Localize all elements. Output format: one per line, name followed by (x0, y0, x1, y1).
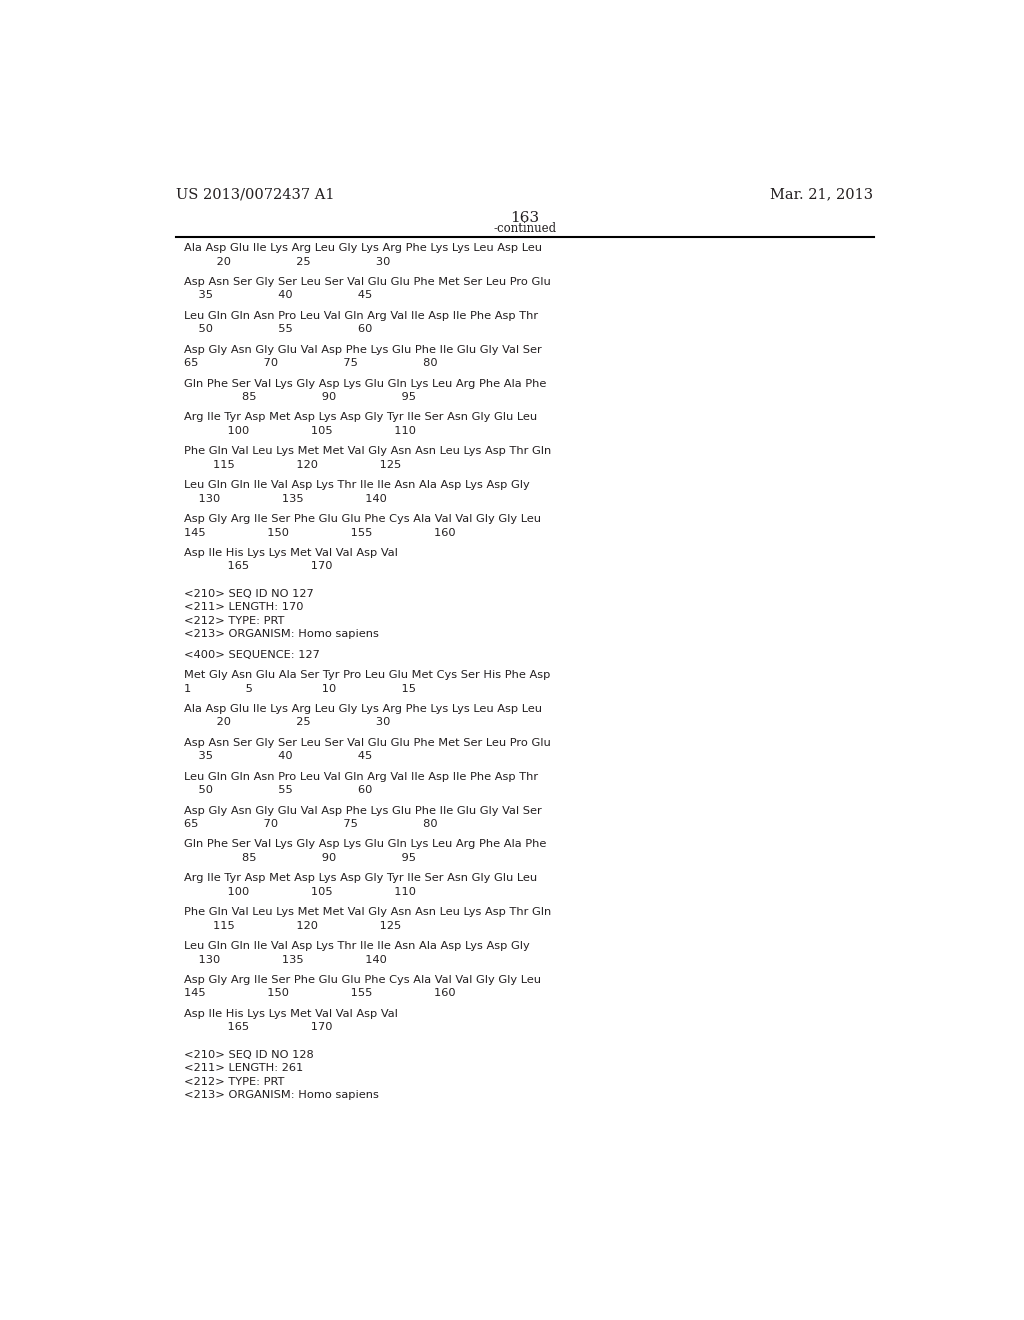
Text: 130                 135                 140: 130 135 140 (183, 954, 387, 965)
Text: Asp Gly Asn Gly Glu Val Asp Phe Lys Glu Phe Ile Glu Gly Val Ser: Asp Gly Asn Gly Glu Val Asp Phe Lys Glu … (183, 345, 542, 355)
Text: 1               5                   10                  15: 1 5 10 15 (183, 684, 416, 693)
Text: 130                 135                 140: 130 135 140 (183, 494, 387, 504)
Text: US 2013/0072437 A1: US 2013/0072437 A1 (176, 187, 335, 202)
Text: 20                  25                  30: 20 25 30 (183, 718, 390, 727)
Text: 50                  55                  60: 50 55 60 (183, 325, 372, 334)
Text: <210> SEQ ID NO 128: <210> SEQ ID NO 128 (183, 1049, 313, 1060)
Text: 145                 150                 155                 160: 145 150 155 160 (183, 989, 456, 998)
Text: 20                  25                  30: 20 25 30 (183, 256, 390, 267)
Text: Gln Phe Ser Val Lys Gly Asp Lys Glu Gln Lys Leu Arg Phe Ala Phe: Gln Phe Ser Val Lys Gly Asp Lys Glu Gln … (183, 379, 546, 388)
Text: -continued: -continued (494, 222, 556, 235)
Text: 65                  70                  75                  80: 65 70 75 80 (183, 818, 437, 829)
Text: 100                 105                 110: 100 105 110 (183, 887, 416, 896)
Text: Leu Gln Gln Asn Pro Leu Val Gln Arg Val Ile Asp Ile Phe Asp Thr: Leu Gln Gln Asn Pro Leu Val Gln Arg Val … (183, 312, 538, 321)
Text: 35                  40                  45: 35 40 45 (183, 290, 372, 301)
Text: 115                 120                 125: 115 120 125 (183, 459, 401, 470)
Text: Asp Ile His Lys Lys Met Val Val Asp Val: Asp Ile His Lys Lys Met Val Val Asp Val (183, 548, 397, 558)
Text: 85                  90                  95: 85 90 95 (183, 853, 416, 863)
Text: 115                 120                 125: 115 120 125 (183, 921, 401, 931)
Text: Arg Ile Tyr Asp Met Asp Lys Asp Gly Tyr Ile Ser Asn Gly Glu Leu: Arg Ile Tyr Asp Met Asp Lys Asp Gly Tyr … (183, 412, 537, 422)
Text: Asp Gly Arg Ile Ser Phe Glu Glu Phe Cys Ala Val Val Gly Gly Leu: Asp Gly Arg Ile Ser Phe Glu Glu Phe Cys … (183, 515, 541, 524)
Text: <210> SEQ ID NO 127: <210> SEQ ID NO 127 (183, 589, 313, 599)
Text: Phe Gln Val Leu Lys Met Met Val Gly Asn Asn Leu Lys Asp Thr Gln: Phe Gln Val Leu Lys Met Met Val Gly Asn … (183, 446, 551, 457)
Text: Arg Ile Tyr Asp Met Asp Lys Asp Gly Tyr Ile Ser Asn Gly Glu Leu: Arg Ile Tyr Asp Met Asp Lys Asp Gly Tyr … (183, 874, 537, 883)
Text: <213> ORGANISM: Homo sapiens: <213> ORGANISM: Homo sapiens (183, 630, 379, 639)
Text: <212> TYPE: PRT: <212> TYPE: PRT (183, 615, 285, 626)
Text: Asp Gly Arg Ile Ser Phe Glu Glu Phe Cys Ala Val Val Gly Gly Leu: Asp Gly Arg Ile Ser Phe Glu Glu Phe Cys … (183, 975, 541, 985)
Text: 50                  55                  60: 50 55 60 (183, 785, 372, 795)
Text: 163: 163 (510, 211, 540, 224)
Text: <211> LENGTH: 261: <211> LENGTH: 261 (183, 1063, 303, 1073)
Text: 100                 105                 110: 100 105 110 (183, 426, 416, 436)
Text: Leu Gln Gln Ile Val Asp Lys Thr Ile Ile Asn Ala Asp Lys Asp Gly: Leu Gln Gln Ile Val Asp Lys Thr Ile Ile … (183, 480, 529, 490)
Text: Asp Asn Ser Gly Ser Leu Ser Val Glu Glu Phe Met Ser Leu Pro Glu: Asp Asn Ser Gly Ser Leu Ser Val Glu Glu … (183, 738, 551, 748)
Text: <212> TYPE: PRT: <212> TYPE: PRT (183, 1077, 285, 1086)
Text: Ala Asp Glu Ile Lys Arg Leu Gly Lys Arg Phe Lys Lys Leu Asp Leu: Ala Asp Glu Ile Lys Arg Leu Gly Lys Arg … (183, 243, 542, 253)
Text: <211> LENGTH: 170: <211> LENGTH: 170 (183, 602, 303, 612)
Text: 65                  70                  75                  80: 65 70 75 80 (183, 358, 437, 368)
Text: 165                 170: 165 170 (183, 1022, 333, 1032)
Text: Asp Asn Ser Gly Ser Leu Ser Val Glu Glu Phe Met Ser Leu Pro Glu: Asp Asn Ser Gly Ser Leu Ser Val Glu Glu … (183, 277, 551, 286)
Text: Leu Gln Gln Asn Pro Leu Val Gln Arg Val Ile Asp Ile Phe Asp Thr: Leu Gln Gln Asn Pro Leu Val Gln Arg Val … (183, 772, 538, 781)
Text: Gln Phe Ser Val Lys Gly Asp Lys Glu Gln Lys Leu Arg Phe Ala Phe: Gln Phe Ser Val Lys Gly Asp Lys Glu Gln … (183, 840, 546, 850)
Text: Asp Gly Asn Gly Glu Val Asp Phe Lys Glu Phe Ile Glu Gly Val Ser: Asp Gly Asn Gly Glu Val Asp Phe Lys Glu … (183, 805, 542, 816)
Text: 165                 170: 165 170 (183, 561, 333, 572)
Text: <400> SEQUENCE: 127: <400> SEQUENCE: 127 (183, 649, 319, 660)
Text: 85                  90                  95: 85 90 95 (183, 392, 416, 403)
Text: <213> ORGANISM: Homo sapiens: <213> ORGANISM: Homo sapiens (183, 1090, 379, 1100)
Text: 35                  40                  45: 35 40 45 (183, 751, 372, 762)
Text: Asp Ile His Lys Lys Met Val Val Asp Val: Asp Ile His Lys Lys Met Val Val Asp Val (183, 1008, 397, 1019)
Text: Met Gly Asn Glu Ala Ser Tyr Pro Leu Glu Met Cys Ser His Phe Asp: Met Gly Asn Glu Ala Ser Tyr Pro Leu Glu … (183, 671, 550, 680)
Text: Ala Asp Glu Ile Lys Arg Leu Gly Lys Arg Phe Lys Lys Leu Asp Leu: Ala Asp Glu Ile Lys Arg Leu Gly Lys Arg … (183, 704, 542, 714)
Text: Mar. 21, 2013: Mar. 21, 2013 (770, 187, 873, 202)
Text: 145                 150                 155                 160: 145 150 155 160 (183, 528, 456, 537)
Text: Phe Gln Val Leu Lys Met Met Val Gly Asn Asn Leu Lys Asp Thr Gln: Phe Gln Val Leu Lys Met Met Val Gly Asn … (183, 907, 551, 917)
Text: Leu Gln Gln Ile Val Asp Lys Thr Ile Ile Asn Ala Asp Lys Asp Gly: Leu Gln Gln Ile Val Asp Lys Thr Ile Ile … (183, 941, 529, 952)
